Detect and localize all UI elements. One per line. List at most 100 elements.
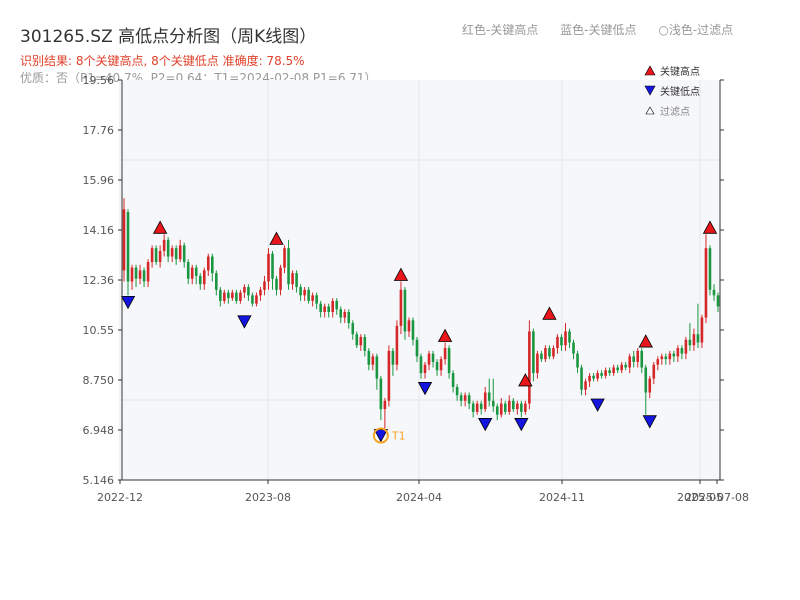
markers: T1 [120,220,718,444]
key-high-marker [269,231,284,245]
candle-body [628,356,632,368]
candle-body [612,367,615,374]
candle-body [664,356,668,360]
candle-body [130,267,134,282]
y-tick-label: 15.96 [83,174,115,187]
candle-body [548,348,551,357]
candle-body [451,373,455,387]
candle-body [455,386,459,396]
candle-body [544,348,547,360]
candle-body [419,356,423,374]
candle-body [580,367,583,390]
candle-body [564,331,567,346]
candle-body [495,406,499,415]
candle-body [427,353,431,365]
x-tick-label: 2025-07-08 [685,491,749,504]
candle-body [391,350,395,365]
key-high-marker [638,334,653,348]
candle-body [423,364,427,374]
candle-body [162,239,166,251]
top-legend-low: 蓝色-关键低点 [560,23,637,37]
candle-body [267,253,270,282]
legend-filter-icon [645,106,655,115]
candle-body [507,400,511,412]
candle-body [174,248,178,260]
key-high-marker [542,306,557,320]
candle-body [407,320,411,332]
candle-body [219,289,222,301]
candle-body [415,339,419,357]
candle-body [387,350,391,401]
candle-body [223,292,226,301]
candle-body [263,281,266,290]
candle-body [696,334,700,343]
candle-body [239,292,242,301]
candle-body [572,342,575,354]
candle-body [335,300,339,310]
candle-body [395,325,399,365]
candle-body [491,400,495,407]
legend-high-label: 关键高点 [660,65,700,78]
candle-body [259,289,262,296]
key-low-marker [120,295,136,310]
candle-body [644,367,648,393]
candle-body [303,289,306,296]
candle-body [182,245,186,263]
candle-body [186,262,190,279]
candle-body [700,317,704,343]
t1-marker-label: T1 [391,430,406,443]
key-low-marker [590,398,605,412]
candle-body [463,395,467,401]
candle-body [243,287,246,293]
top-legend-high: 红色-关键高点 [462,23,539,37]
candle-body [692,334,696,346]
candle-body [528,331,531,404]
candle-body [560,336,563,346]
candle-body [331,300,335,312]
key-high-marker [152,220,168,234]
candle-body [668,353,672,360]
candle-body [652,364,656,379]
y-tick-label: 6.948 [83,424,115,437]
candle-body [359,336,363,346]
y-tick-label: 8.750 [83,374,115,387]
candle-body [367,350,371,365]
candle-body [704,248,708,318]
candle-body [716,295,720,307]
candle-body [307,289,310,301]
candle-body [588,375,591,382]
legend-low-icon [644,85,656,96]
candle-body [712,289,716,296]
candle-body [503,403,507,412]
candle-body [355,334,359,346]
candle-body [202,270,206,285]
candle-body [632,356,636,362]
candle-body [676,348,680,357]
top-legend-filter: ○浅色-过滤点 [658,23,734,37]
key-low-marker [417,381,433,396]
candle-body [198,275,202,285]
candle-body [604,370,607,376]
candle-body [608,370,611,374]
candle-body [439,359,443,371]
key-low-marker [237,315,252,329]
legend-low-label: 关键低点 [660,85,700,98]
candle-body [648,378,652,393]
candle-body [660,356,664,360]
candle-body [499,403,503,415]
key-low-marker [514,418,529,432]
candle-body [680,348,684,354]
candle-body [283,248,286,268]
candle-body [235,292,238,301]
candle-body [347,311,351,324]
candle-body [383,400,387,410]
candle-body [142,270,146,282]
y-ticks: 5.146 6.948 8.750 10.55 12.36 14.16 15.96 17.76… [83,74,724,487]
candle-body [227,292,230,299]
candle-body [287,248,290,285]
y-tick-label: 5.146 [83,474,115,487]
candle-body [403,289,407,332]
candle-body [471,403,475,412]
candle-body [150,248,154,263]
candle-body [512,400,515,410]
